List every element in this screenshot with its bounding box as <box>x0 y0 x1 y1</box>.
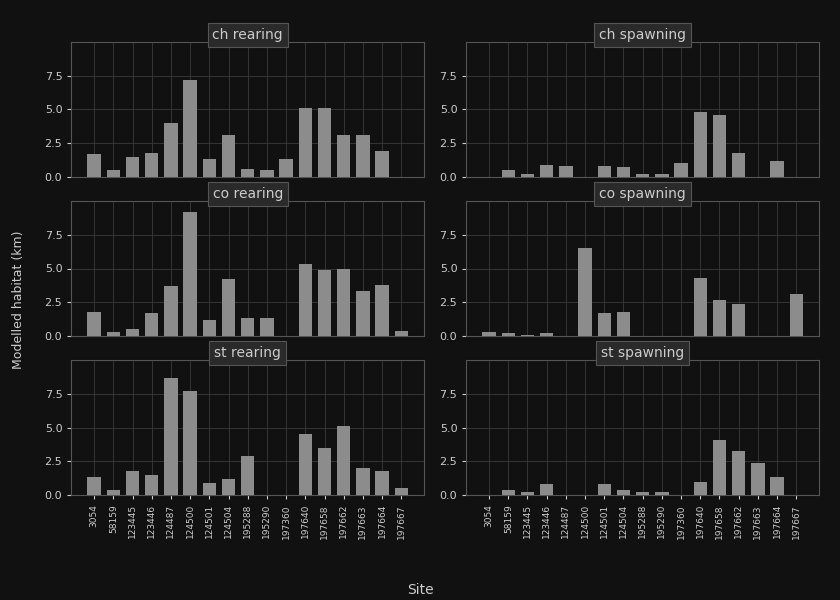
Bar <box>597 166 611 177</box>
Bar <box>202 483 216 495</box>
Bar <box>597 484 611 495</box>
Bar <box>164 286 177 336</box>
Bar <box>713 440 727 495</box>
Bar <box>521 493 534 495</box>
Bar <box>617 311 630 336</box>
Text: st spawning: st spawning <box>601 346 685 360</box>
Bar <box>636 493 649 495</box>
Bar <box>713 299 727 336</box>
Bar <box>222 479 235 495</box>
Bar <box>597 313 611 336</box>
Text: Modelled habitat (km): Modelled habitat (km) <box>12 231 25 369</box>
Bar <box>694 112 707 177</box>
Bar <box>164 123 177 177</box>
Bar <box>126 471 139 495</box>
Bar <box>241 456 255 495</box>
Bar <box>636 174 649 177</box>
Bar <box>501 170 515 177</box>
Bar <box>183 80 197 177</box>
Bar <box>395 488 408 495</box>
Bar <box>375 284 389 336</box>
Bar <box>694 278 707 336</box>
Bar <box>126 329 139 336</box>
Bar <box>241 169 255 177</box>
Bar <box>298 108 312 177</box>
Bar <box>222 279 235 336</box>
Text: ch spawning: ch spawning <box>599 28 686 42</box>
Bar <box>87 154 101 177</box>
Bar <box>713 115 727 177</box>
Bar <box>751 463 764 495</box>
Bar <box>540 164 554 177</box>
Text: st rearing: st rearing <box>214 346 281 360</box>
Bar <box>356 468 370 495</box>
Bar <box>318 270 331 336</box>
Bar <box>356 135 370 177</box>
Text: co spawning: co spawning <box>599 187 686 201</box>
Bar <box>655 493 669 495</box>
Bar <box>298 265 312 336</box>
Bar <box>260 170 274 177</box>
Bar <box>482 332 496 336</box>
Bar <box>655 174 669 177</box>
Bar <box>521 174 534 177</box>
Bar <box>732 152 745 177</box>
Bar <box>260 319 274 336</box>
Bar <box>579 248 592 336</box>
Bar <box>318 108 331 177</box>
Text: ch rearing: ch rearing <box>213 28 283 42</box>
Bar <box>107 170 120 177</box>
Bar <box>375 151 389 177</box>
Bar <box>540 333 554 336</box>
Bar <box>732 451 745 495</box>
Bar <box>501 490 515 495</box>
Bar <box>617 490 630 495</box>
Text: Site: Site <box>407 583 433 597</box>
Bar <box>375 471 389 495</box>
Bar <box>107 490 120 495</box>
Text: co rearing: co rearing <box>213 187 283 201</box>
Bar <box>521 335 534 336</box>
Bar <box>145 152 159 177</box>
Bar <box>241 319 255 336</box>
Bar <box>87 311 101 336</box>
Bar <box>202 320 216 336</box>
Bar <box>107 332 120 336</box>
Bar <box>770 161 784 177</box>
Bar <box>202 159 216 177</box>
Bar <box>540 484 554 495</box>
Bar <box>145 475 159 495</box>
Bar <box>617 167 630 177</box>
Bar <box>770 478 784 495</box>
Bar <box>732 304 745 336</box>
Bar <box>337 135 350 177</box>
Bar <box>501 333 515 336</box>
Bar <box>222 135 235 177</box>
Bar <box>87 478 101 495</box>
Bar <box>337 426 350 495</box>
Bar <box>395 331 408 336</box>
Bar <box>280 159 293 177</box>
Bar <box>164 378 177 495</box>
Bar <box>675 163 688 177</box>
Bar <box>183 212 197 336</box>
Bar <box>337 269 350 336</box>
Bar <box>356 292 370 336</box>
Bar <box>126 157 139 177</box>
Bar <box>318 448 331 495</box>
Bar <box>183 391 197 495</box>
Bar <box>145 313 159 336</box>
Bar <box>298 434 312 495</box>
Bar <box>790 294 803 336</box>
Bar <box>559 166 573 177</box>
Bar <box>694 482 707 495</box>
